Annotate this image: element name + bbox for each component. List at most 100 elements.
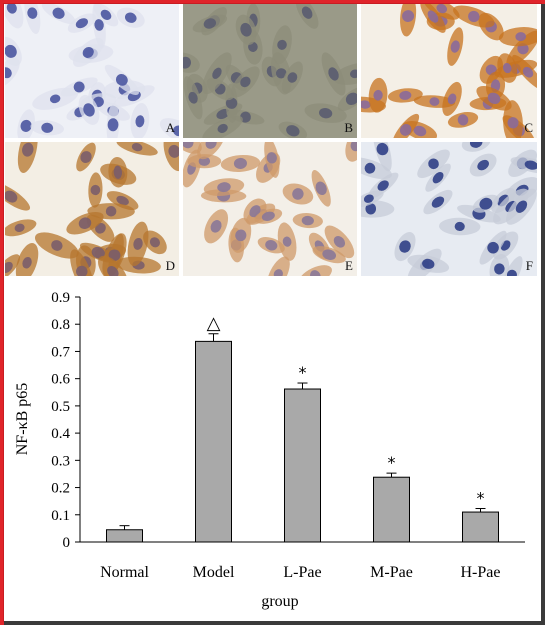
- cell-nucleus: [447, 93, 457, 105]
- cell-nucleus: [524, 160, 537, 170]
- panel-label-a: A: [165, 120, 175, 135]
- cell-nucleus: [287, 72, 298, 83]
- cell-nucleus: [212, 67, 222, 79]
- cell-nucleus: [350, 142, 357, 152]
- micrograph-image: [183, 4, 357, 138]
- cell-nucleus: [100, 9, 112, 21]
- cell-nucleus: [27, 7, 38, 19]
- cell-nucleus: [373, 89, 383, 101]
- cell-nucleus: [310, 270, 321, 276]
- y-tick-label: 0.9: [51, 290, 70, 306]
- panel-label-e: E: [345, 258, 353, 273]
- micrograph-image: [361, 142, 537, 276]
- y-tick-label: 0: [63, 535, 71, 551]
- cell-nucleus: [286, 125, 300, 137]
- cell-nucleus: [172, 125, 179, 137]
- cell-nucleus: [377, 180, 389, 191]
- significance-marker: *: [299, 363, 307, 382]
- cell-nucleus: [522, 66, 534, 78]
- cell-nucleus: [217, 182, 231, 193]
- cell-nucleus: [428, 158, 439, 170]
- micrograph-panel-c: C: [361, 4, 537, 138]
- cell-nucleus: [225, 97, 238, 109]
- cell-nucleus: [361, 100, 371, 109]
- y-tick-label: 0.3: [51, 453, 70, 469]
- cell-nucleus: [275, 68, 287, 79]
- micrograph-panel-f: F: [361, 142, 537, 276]
- cell-nucleus: [301, 6, 313, 19]
- cell-nucleus: [479, 197, 493, 210]
- bars: △ * * *: [106, 313, 499, 543]
- cell-nucleus: [116, 195, 129, 206]
- panel-label-b: B: [344, 120, 353, 135]
- bar: [106, 529, 143, 543]
- y-tick-label: 0.4: [51, 426, 70, 442]
- cell-nucleus: [20, 119, 32, 132]
- cell-nucleus: [49, 94, 61, 104]
- cell-nucleus: [5, 44, 17, 58]
- micrograph-panel-b: B: [183, 4, 357, 138]
- micrograph-panel-e: E: [183, 142, 357, 276]
- cell-nucleus: [52, 7, 65, 19]
- x-tick-label: M-Pae: [370, 564, 413, 581]
- cell-nucleus: [477, 159, 489, 171]
- cell-nucleus: [6, 4, 17, 14]
- panel-label-d: D: [165, 258, 175, 273]
- cell-nucleus: [80, 151, 92, 163]
- cell-nucleus: [5, 67, 12, 79]
- cell-nucleus: [240, 76, 251, 88]
- cell-nucleus: [469, 142, 483, 148]
- cell-nucleus: [133, 237, 143, 250]
- x-axis-label: group: [261, 593, 298, 610]
- micrograph-image: [361, 4, 537, 138]
- cell-nucleus: [345, 92, 357, 106]
- cell-nucleus: [261, 211, 275, 221]
- cell-nucleus: [322, 249, 337, 260]
- cell-nucleus: [217, 123, 228, 133]
- micrograph-image: [5, 4, 179, 138]
- cell-nucleus: [205, 142, 217, 149]
- cell-nucleus: [487, 241, 499, 254]
- cell-nucleus: [41, 122, 54, 133]
- cell-nucleus: [183, 142, 194, 149]
- cell-nucleus: [91, 246, 105, 259]
- cell-nucleus: [131, 143, 143, 152]
- cell-nucleus: [399, 240, 411, 253]
- cell-nucleus: [413, 125, 427, 137]
- cell-nucleus: [168, 144, 179, 158]
- cell-nucleus: [14, 223, 25, 233]
- cell-nucleus: [454, 221, 465, 232]
- cell-nucleus: [233, 157, 247, 169]
- micrograph-image: [183, 142, 357, 276]
- cell-nucleus: [515, 32, 527, 42]
- cell-nucleus: [22, 256, 32, 269]
- cell-nucleus: [365, 203, 377, 215]
- y-ticks: 0 0.1 0.2 0.3 0.4 0.5 0.6 0.7 0.8 0.9: [51, 290, 80, 551]
- bar: [373, 476, 410, 543]
- cell-nucleus: [75, 18, 88, 29]
- cell-nucleus: [51, 240, 63, 251]
- cell-nucleus: [422, 258, 435, 269]
- cell-nucleus: [108, 249, 121, 261]
- frame-shadow-right: [541, 4, 545, 625]
- x-ticks: Normal Model L-Pae M-Pae H-Pae: [100, 564, 500, 581]
- cell-nucleus: [399, 90, 412, 100]
- y-tick-label: 0.5: [51, 399, 70, 415]
- cell-nucleus: [95, 222, 106, 234]
- cell-nucleus: [457, 114, 469, 126]
- significance-marker: *: [477, 489, 485, 508]
- cell-nucleus: [506, 269, 517, 276]
- cell-nucleus: [124, 12, 137, 23]
- cell-nucleus: [364, 162, 376, 174]
- cell-nucleus: [436, 4, 448, 14]
- cell-nucleus: [105, 206, 117, 217]
- bar: [462, 511, 499, 543]
- cell-nucleus: [135, 115, 145, 128]
- cell-nucleus: [107, 118, 119, 132]
- bar: [195, 340, 232, 543]
- cell-nucleus: [363, 194, 374, 203]
- x-tick-label: Model: [193, 564, 235, 581]
- cell-nucleus: [22, 142, 34, 157]
- cell-nucleus: [90, 184, 101, 196]
- y-tick-label: 0.6: [51, 372, 70, 388]
